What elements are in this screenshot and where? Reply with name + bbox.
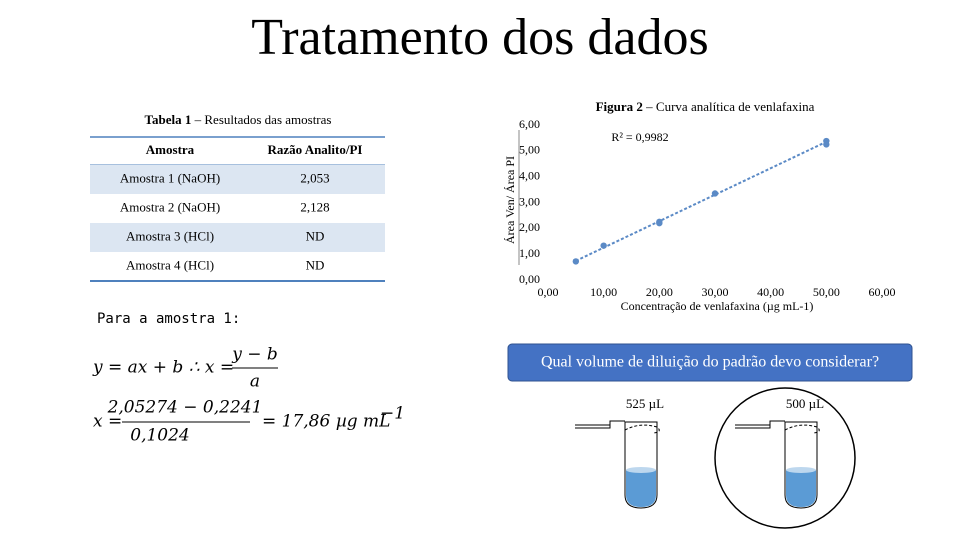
tubes: 525 µL 500 µL	[575, 396, 824, 509]
y-tick-label: 5,00	[519, 143, 540, 157]
point	[572, 258, 580, 265]
tube-label: 525 µL	[626, 396, 664, 411]
table-cell: Amostra 4 (HCl)	[126, 257, 214, 272]
y-tick-label: 0,00	[519, 272, 540, 286]
x-tick-label: 30,00	[702, 285, 729, 299]
eq1-numerator: y − b	[231, 345, 278, 365]
table-cell: Amostra 3 (HCl)	[126, 228, 214, 243]
y-tick-label: 4,00	[519, 168, 540, 182]
x-tick-label: 40,00	[757, 285, 784, 299]
y-axis-label: Área Ven/ Área PI	[503, 156, 517, 244]
eq2-numerator: 2,05274 − 0,2241	[107, 398, 263, 418]
tube-cap	[735, 420, 785, 429]
tube-cap	[575, 420, 625, 429]
r2-annotation: R² = 0,9982	[611, 130, 668, 144]
x-axis-label: Concentração de venlafaxina (µg mL-1)	[621, 299, 814, 313]
point	[711, 190, 719, 197]
tube-lid	[624, 424, 660, 434]
chart-title: Figura 2 – Curva analítica de venlafaxin…	[596, 99, 815, 114]
eq1-denominator: a	[250, 372, 260, 392]
table-cell: Amostra 2 (NaOH)	[120, 199, 220, 214]
header-cell: Razão Analito/PI	[268, 142, 363, 157]
y-tick-label: 3,00	[519, 194, 540, 208]
x-tick-label: 20,00	[646, 285, 673, 299]
figure-text: – Curva analítica de venlafaxina	[645, 99, 814, 114]
selection-circle	[714, 387, 856, 529]
table-cell: Amostra 1 (NaOH)	[120, 170, 220, 185]
table-cell: 2,128	[300, 199, 329, 214]
y-tick-label: 2,00	[519, 220, 540, 234]
liquid-top	[626, 467, 656, 473]
point	[600, 242, 607, 249]
tube-label: 500 µL	[786, 396, 824, 411]
liquid-top	[786, 467, 816, 473]
eq1-lhs: y = ax + b ∴ x =	[92, 358, 234, 378]
eq2-denominator: 0,1024	[130, 426, 189, 446]
table-cell: ND	[306, 257, 325, 272]
point	[823, 137, 830, 145]
eq2-lhs: x =	[93, 412, 122, 432]
row-shade	[90, 165, 385, 194]
liquid	[786, 470, 816, 507]
table-cell: 2,053	[300, 170, 329, 185]
chart: 0,00 1,00 2,00 3,00 4,00 5,00 6,00 0,00 10,00 20,…	[519, 117, 896, 299]
y-tick-label: 1,00	[519, 246, 540, 260]
header-cell: Amostra	[146, 142, 195, 157]
slide-title: Tratamento dos dados	[251, 9, 708, 66]
eq2-rhs: = 17,86 µg mL	[262, 412, 390, 432]
point	[656, 218, 663, 226]
x-tick-label: 10,00	[590, 285, 617, 299]
table: Amostra Razão Analito/PI Amostra 1 (NaOH) 2…	[90, 136, 385, 282]
trendline	[575, 140, 827, 262]
x-tick-label: 60,00	[869, 285, 896, 299]
x-tick-label: 50,00	[813, 285, 840, 299]
y-tick-label: 6,00	[519, 117, 540, 131]
caption-text: – Resultados das amostras	[194, 112, 332, 127]
question: Qual volume de diluição do padrão devo c…	[541, 354, 879, 371]
figure-label: Figura 2	[596, 99, 643, 114]
liquid	[626, 470, 656, 507]
x-tick-label: 0,00	[538, 285, 559, 299]
row-shade	[90, 223, 385, 252]
eq2-exponent: −1	[380, 404, 405, 424]
tube-lid	[784, 424, 820, 434]
intro: Para a amostra 1:	[97, 311, 240, 327]
table-cell: ND	[306, 228, 325, 243]
question-box	[507, 343, 913, 382]
table-caption: Tabela 1 – Resultados das amostras	[145, 112, 332, 127]
caption-label: Tabela 1	[145, 112, 192, 127]
